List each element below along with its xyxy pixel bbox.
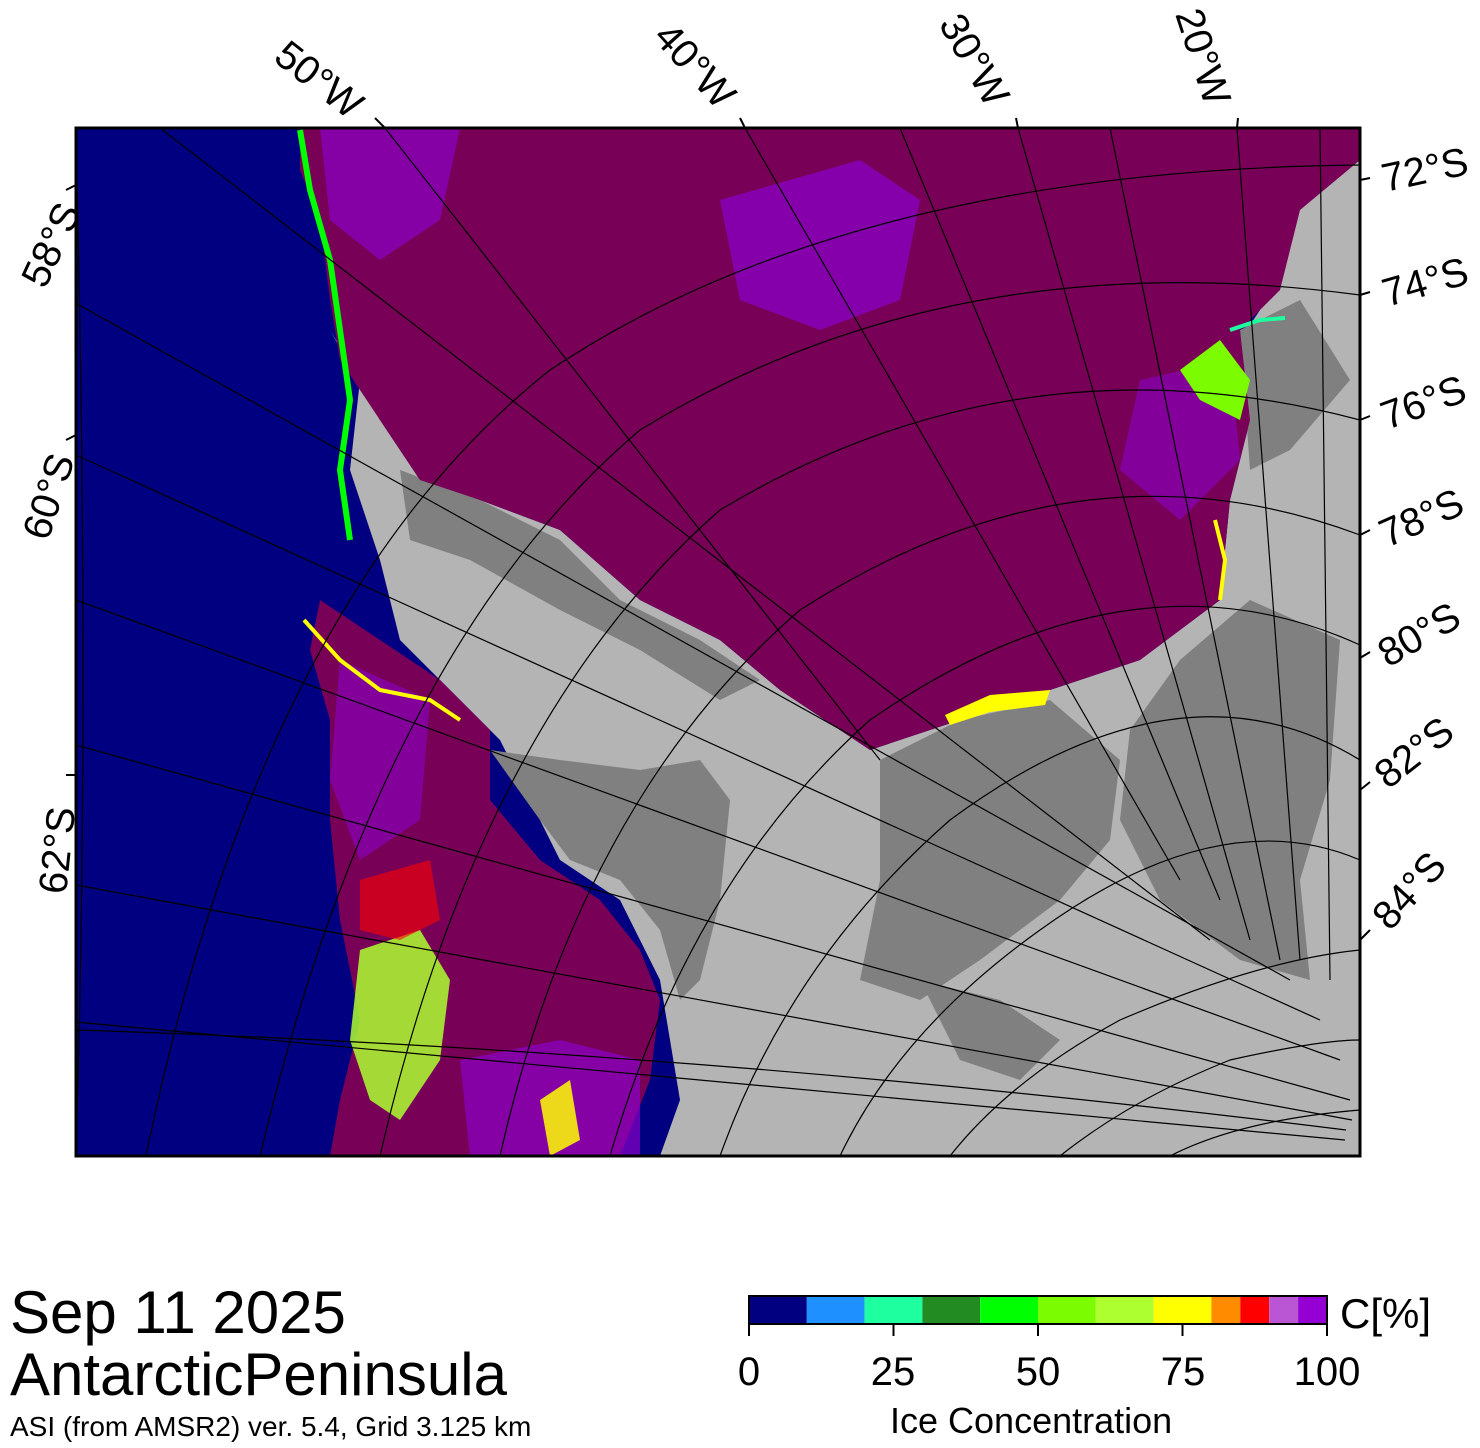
land-dark-2 [1120,600,1340,980]
colorbar-title: Ice Concentration [890,1400,1173,1441]
colorbar-bin-50-60 [1038,1296,1096,1324]
land-light [330,160,1360,1156]
colorbar-tick-75: 75 [1160,1350,1206,1394]
colorbar-bin-95-100 [1298,1296,1327,1324]
lat-label-80s: 80°S [1371,594,1468,676]
colorbar-tick-50: 50 [1015,1350,1061,1394]
colorbar-bin-40-50 [980,1296,1038,1324]
colorbar-bin-0-10 [749,1296,807,1324]
lat-label-60s: 60°S [15,448,84,545]
lat-label-78s: 78°S [1373,481,1471,557]
coastal-edge-east-yellow [1213,519,1228,601]
colorbar-tick-100: 100 [1293,1350,1361,1394]
lon-label-20w: 20°W [1166,3,1238,110]
land-dark-4 [490,750,730,1000]
polynya-east-cyan [1229,316,1286,332]
colorbar-tick-0: 0 [737,1350,761,1394]
low-concentration-edge-west [297,129,354,541]
graticule [76,128,1360,1156]
marginal-ice-southwest-red [360,860,440,940]
polynya-ronne-yellow [945,690,1050,725]
colorbar-bin-85-90 [1240,1296,1270,1324]
frame-ticks [65,117,1371,941]
colorbar-bin-60-70 [1095,1296,1154,1324]
product-info: ASI (from AMSR2) ver. 5.4, Grid 3.125 km [10,1411,532,1442]
lat-label-84s: 84°S [1364,844,1455,938]
lat-label-82s: 82°S [1366,709,1462,797]
land-dark-6 [920,980,1060,1080]
colorbar-tick-25: 25 [870,1350,916,1394]
low-concentration-edge-west-2 [302,618,462,722]
colorbar-bin-20-30 [864,1296,923,1324]
colorbar [749,1296,1327,1324]
map-content [76,128,1360,1156]
map-date: Sep 11 2025 [10,1279,346,1346]
land-dark-3 [860,700,1120,1000]
ice-95-patch-1 [720,160,920,330]
map-frame [74,126,1362,1158]
colorbar-bin-30-40 [922,1296,981,1324]
lon-label-30w: 30°W [930,7,1017,114]
lat-label-62s: 62°S [31,805,84,896]
marginal-ice-south-yellow [540,1080,580,1156]
land-dark-5 [400,470,760,700]
marginal-ice-southwest [350,930,450,1120]
colorbar-bin-80-85 [1211,1296,1241,1324]
ice-95-patch-4 [330,660,430,860]
polynya-east-green [1180,340,1250,420]
lat-label-76s: 76°S [1375,367,1472,438]
lat-label-74s: 74°S [1377,249,1473,315]
colorbar-bin-90-95 [1269,1296,1299,1324]
region-name: AntarcticPeninsula [10,1341,507,1408]
colorbar-ticks [748,1324,1328,1336]
lon-label-50w: 50°W [266,32,371,127]
lon-label-40w: 40°W [645,15,744,118]
ice-95-patch-3 [320,128,460,260]
colorbar-bin-10-20 [806,1296,865,1324]
lat-label-72s: 72°S [1378,140,1472,201]
colorbar-bin-70-80 [1153,1296,1212,1324]
weddell-sea-ice [300,128,1360,750]
colorbar-unit: C[%] [1340,1290,1432,1337]
